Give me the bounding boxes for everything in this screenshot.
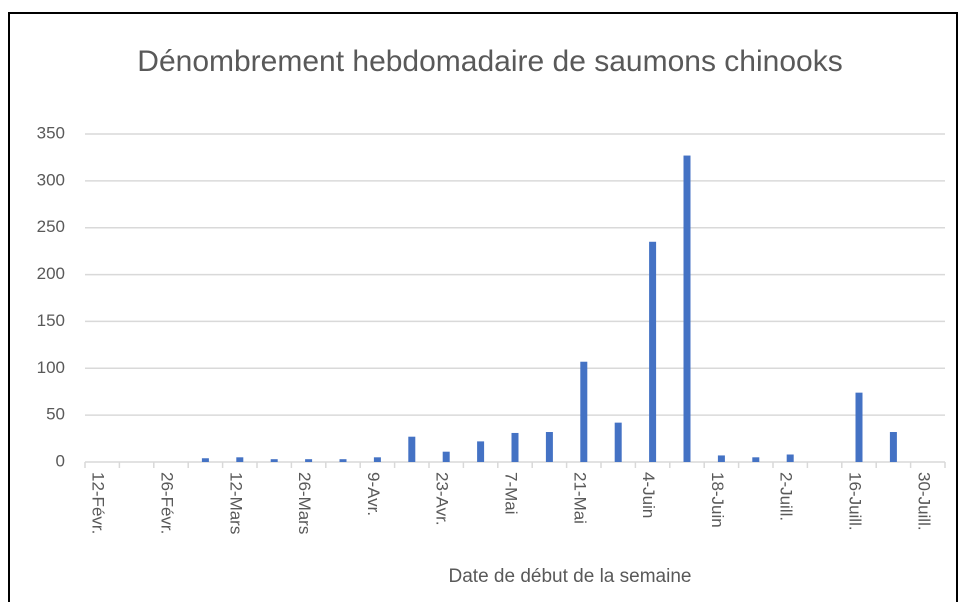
bar [717, 455, 725, 462]
bar [889, 432, 897, 462]
y-tick-label: 350 [37, 123, 65, 142]
bar [614, 422, 622, 462]
y-tick-label: 50 [46, 405, 65, 424]
y-tick-label: 0 [56, 451, 65, 470]
x-tick-label: 26-Mars [295, 472, 314, 534]
bar [408, 436, 416, 462]
x-tick-label: 2-Juill. [777, 472, 796, 521]
chart-title: Dénombrement hebdomadaire de saumons chi… [137, 45, 843, 78]
x-tick-label: 16-Juill. [846, 472, 865, 531]
bar [270, 459, 278, 462]
y-tick-label: 150 [37, 311, 65, 330]
x-tick-label: 21-Mai [570, 472, 589, 524]
bar [580, 361, 588, 462]
bar [201, 458, 209, 462]
y-tick-label: 250 [37, 217, 65, 236]
x-tick-label: 12-Mars [226, 472, 245, 534]
y-tick-label: 300 [37, 170, 65, 189]
x-axis-label: Date de début de la semaine [449, 566, 692, 587]
bar [683, 155, 691, 462]
bar [545, 432, 553, 462]
bar [442, 451, 450, 462]
x-tick-label: 9-Avr. [364, 472, 383, 516]
bar [373, 457, 381, 462]
bar [236, 457, 244, 462]
bar [855, 392, 863, 462]
bar [511, 432, 519, 462]
x-tick-label: 23-Avr. [433, 472, 452, 526]
bar [477, 441, 485, 462]
x-tick-label: 4-Juin [639, 472, 658, 518]
chart-frame [8, 12, 958, 602]
x-tick-label: 7-Mai [502, 472, 521, 515]
y-tick-label: 100 [37, 358, 65, 377]
bar [752, 457, 760, 462]
bar [305, 459, 313, 462]
x-tick-label: 30-Juill. [914, 472, 933, 531]
bar [339, 459, 347, 462]
x-tick-label: 18-Juin [708, 472, 727, 528]
bar [786, 454, 794, 462]
bar [649, 241, 657, 462]
x-tick-label: 12-Févr. [89, 472, 108, 534]
y-tick-label: 200 [37, 264, 65, 283]
x-tick-label: 26-Févr. [158, 472, 177, 534]
